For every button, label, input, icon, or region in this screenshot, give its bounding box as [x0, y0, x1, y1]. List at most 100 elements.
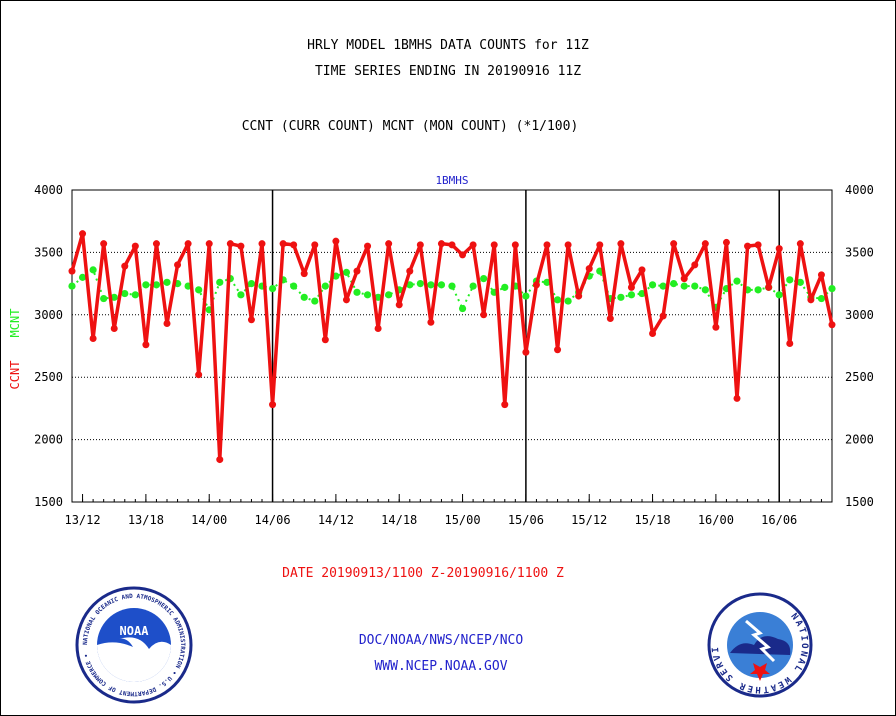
data-point — [796, 278, 804, 286]
data-point — [480, 311, 488, 319]
data-point — [648, 281, 657, 289]
data-point — [121, 262, 129, 270]
xtick-label: 15/06 — [508, 513, 544, 527]
y-axis-right: 4000 3500 3000 2500 2000 1500 — [845, 183, 874, 509]
data-point — [374, 293, 382, 301]
ytick-label-left: 1500 — [34, 495, 63, 509]
data-point — [237, 242, 245, 250]
data-point — [163, 320, 171, 328]
data-point — [458, 304, 467, 313]
data-point — [469, 282, 477, 290]
data-point — [437, 281, 446, 289]
data-point — [142, 281, 150, 289]
data-point — [522, 348, 530, 356]
data-point — [828, 321, 836, 329]
chart-title-line1: HRLY MODEL 1BMHS DATA COUNTS for 11Z — [307, 38, 589, 53]
data-point — [437, 240, 445, 248]
data-point — [701, 240, 709, 248]
xtick-label: 14/06 — [254, 513, 290, 527]
data-point — [553, 296, 562, 304]
data-point — [627, 291, 636, 299]
data-point — [712, 323, 720, 331]
ncep-url-link[interactable]: WWW.NCEP.NOAA.GOV — [374, 659, 508, 674]
data-point — [89, 266, 97, 274]
xtick-label: 13/18 — [128, 513, 164, 527]
data-point — [110, 293, 118, 301]
data-point — [448, 282, 456, 290]
data-point — [300, 270, 308, 278]
data-point — [406, 267, 414, 275]
data-point — [374, 325, 382, 333]
xtick-label: 13/12 — [64, 513, 100, 527]
data-point — [606, 315, 614, 323]
xtick-label: 14/18 — [381, 513, 417, 527]
data-point — [511, 241, 519, 249]
data-point — [205, 240, 213, 248]
data-point — [469, 241, 477, 249]
ytick-label-left: 2000 — [34, 433, 63, 447]
data-point — [163, 278, 171, 286]
data-point — [680, 282, 688, 290]
data-point — [110, 325, 118, 333]
data-point — [543, 278, 551, 286]
data-point — [532, 281, 540, 289]
data-point — [131, 242, 139, 250]
nws-logo: NATIONAL WEATHER SERVICE — [706, 591, 813, 698]
data-point — [638, 289, 646, 298]
data-point — [184, 240, 192, 248]
data-point — [754, 241, 762, 249]
data-point — [786, 276, 794, 284]
data-point — [268, 284, 277, 293]
data-point — [290, 241, 298, 249]
plot-border — [71, 189, 833, 503]
data-point — [79, 230, 87, 238]
data-point — [670, 240, 678, 248]
data-point — [311, 297, 319, 305]
ytick-label-right: 1500 — [845, 495, 874, 509]
data-point — [775, 291, 783, 299]
x-axis: 13/12 13/18 14/00 14/06 14/12 14/18 15/00 15/06… — [64, 494, 833, 527]
data-point — [691, 282, 699, 290]
ylabel-ccnt: CCNT — [8, 361, 22, 390]
data-point — [89, 335, 97, 343]
data-point — [258, 240, 266, 248]
data-point — [364, 242, 372, 250]
data-point — [754, 286, 762, 294]
data-point — [649, 330, 657, 338]
data-point — [627, 283, 635, 291]
data-point — [332, 237, 340, 245]
data-point — [617, 240, 625, 248]
data-point — [290, 282, 298, 290]
data-point — [596, 241, 604, 249]
xtick-label: 15/12 — [571, 513, 607, 527]
xtick-label: 15/18 — [634, 513, 670, 527]
data-point — [174, 261, 182, 269]
ytick-label-left: 4000 — [34, 183, 63, 197]
panel-title: 1BMHS — [435, 174, 468, 187]
data-point — [385, 291, 393, 299]
data-point — [152, 281, 161, 289]
data-point — [701, 286, 709, 294]
data-point — [585, 265, 593, 273]
data-point — [152, 240, 160, 248]
data-point — [554, 346, 562, 354]
data-point — [459, 251, 467, 259]
data-point — [501, 401, 509, 409]
data-point — [353, 288, 361, 296]
data-point — [733, 394, 741, 402]
ylabel-mcnt: MCNT — [8, 309, 22, 338]
y-axis-left: 4000 3500 3000 2500 2000 1500 — [34, 183, 63, 509]
data-point — [564, 297, 572, 305]
data-point — [269, 401, 277, 409]
xtick-label: 16/06 — [761, 513, 797, 527]
ytick-label-right: 2000 — [845, 433, 874, 447]
data-point — [342, 268, 351, 276]
data-point — [680, 275, 688, 283]
ytick-label-right: 2500 — [845, 370, 874, 384]
data-point — [807, 296, 815, 304]
plot-grid — [71, 189, 833, 503]
ytick-label-right: 4000 — [845, 183, 874, 197]
data-point — [416, 241, 424, 249]
data-point — [733, 277, 741, 285]
